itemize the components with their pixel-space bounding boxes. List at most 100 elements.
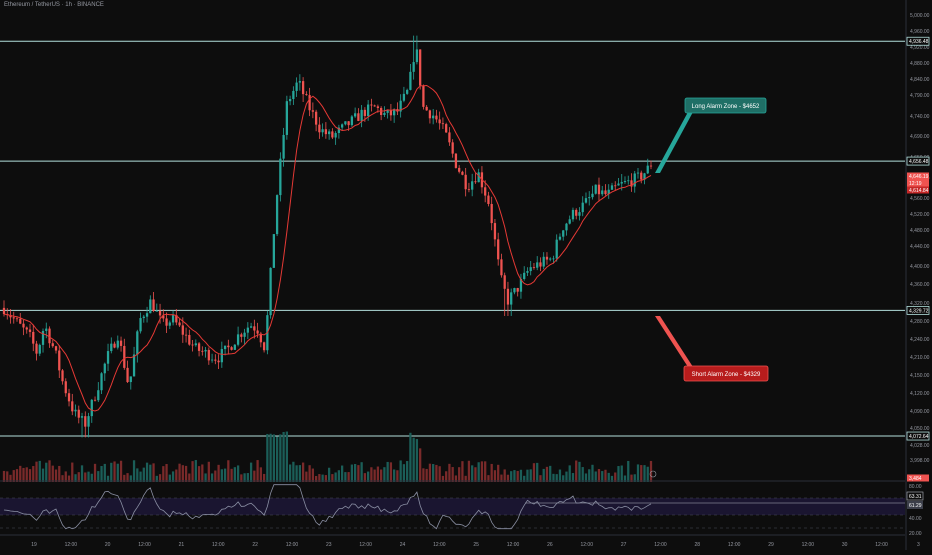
candle-body (178, 322, 181, 326)
candle-body (77, 409, 80, 418)
candle-body (67, 393, 71, 402)
candle-body (490, 203, 493, 224)
candle-body (275, 195, 279, 235)
dividend-icon[interactable] (649, 470, 657, 478)
candle-body (630, 180, 633, 187)
candle-body (438, 119, 441, 124)
volume-bar (594, 471, 597, 482)
volume-bar (54, 469, 58, 482)
volume-bar (409, 432, 412, 482)
candle-body (558, 236, 562, 240)
volume-bar (308, 465, 311, 482)
y-tick-label: 4,440.00 (910, 244, 930, 250)
volume-bar (562, 475, 565, 482)
volume-bar (539, 475, 542, 482)
volume-bar (80, 465, 84, 482)
candle-body (373, 105, 376, 107)
candle-body (484, 187, 487, 196)
short-alarm-callout[interactable] (683, 365, 769, 382)
volume-bar (383, 467, 386, 482)
volume-bar (38, 460, 41, 482)
candle-body (370, 104, 373, 106)
long-alarm-callout[interactable] (684, 97, 767, 114)
candle-body (25, 327, 28, 330)
x-tick-label: 12:00 (286, 542, 299, 548)
candle-body (292, 90, 295, 100)
y-tick-label: 4,920.00 (910, 45, 930, 51)
x-tick-label: 12:00 (728, 542, 741, 548)
volume-bar (142, 467, 145, 482)
candle-body (285, 101, 288, 135)
candle-body (604, 190, 607, 195)
volume-bar (558, 469, 562, 482)
y-tick-label: 4,880.00 (910, 61, 930, 67)
candle-body (87, 416, 90, 427)
rsi-band (0, 498, 905, 515)
candle-body (614, 185, 617, 187)
volume-bar (15, 469, 19, 482)
volume-bar (353, 463, 357, 482)
volume-bar (477, 462, 480, 482)
candle-body (41, 330, 45, 345)
candle-body (246, 327, 249, 333)
volume-bar (591, 464, 594, 482)
x-tick-label: 12:00 (507, 542, 520, 548)
volume-bar (393, 469, 396, 482)
volume-bar (623, 475, 627, 482)
volume-bar (2, 470, 6, 482)
volume-bar (581, 467, 584, 482)
candle-body (461, 171, 464, 175)
volume-bar (458, 467, 461, 482)
long-callout-pointer (655, 112, 693, 173)
candle-body (58, 350, 61, 371)
candle-body (451, 142, 454, 154)
volume-bar (45, 462, 48, 482)
y-tick-label: 4,480.00 (910, 228, 930, 234)
candle-body (301, 81, 305, 95)
candle-body (464, 174, 467, 190)
candle-body (123, 345, 126, 368)
x-tick-label: 21 (179, 542, 185, 548)
candle-body (15, 318, 19, 320)
volume-bar (113, 461, 116, 482)
candle-body (223, 345, 227, 350)
candle-body (45, 328, 48, 331)
volume-bar (119, 460, 123, 482)
volume-bar (32, 466, 35, 482)
volume-bar (526, 469, 529, 482)
volume-bar (549, 465, 552, 482)
y-tick-label: 4,400.00 (910, 264, 930, 270)
volume-bar (419, 448, 422, 482)
candle-body (402, 93, 406, 101)
x-tick-label: 12:00 (433, 542, 446, 548)
volume-bar (22, 467, 25, 482)
volume-bar (74, 474, 77, 482)
volume-bar (227, 460, 230, 482)
candle-body (597, 184, 601, 195)
candle-body (298, 81, 302, 83)
volume-bar (334, 472, 337, 482)
volume-bar (363, 473, 367, 482)
volume-bar (71, 462, 74, 482)
candle-body (71, 401, 74, 412)
volume-bar (376, 466, 380, 482)
volume-bar (438, 466, 441, 482)
volume-bar (77, 472, 80, 482)
volume-bar (272, 434, 275, 482)
candle-body (84, 416, 87, 427)
candle-body (269, 267, 272, 316)
volume-bar (93, 463, 97, 482)
candle-body (19, 318, 22, 324)
candle-body (152, 299, 155, 312)
volume-bar (275, 436, 279, 482)
candle-body (526, 271, 529, 273)
x-tick-label: 12:00 (875, 542, 888, 548)
candle-body (334, 133, 337, 138)
volume-bar (35, 461, 38, 482)
volume-bar (41, 468, 45, 482)
volume-bar (214, 470, 217, 482)
candle-body (158, 310, 162, 316)
volume-bar (184, 465, 188, 482)
candle-body (353, 113, 357, 117)
